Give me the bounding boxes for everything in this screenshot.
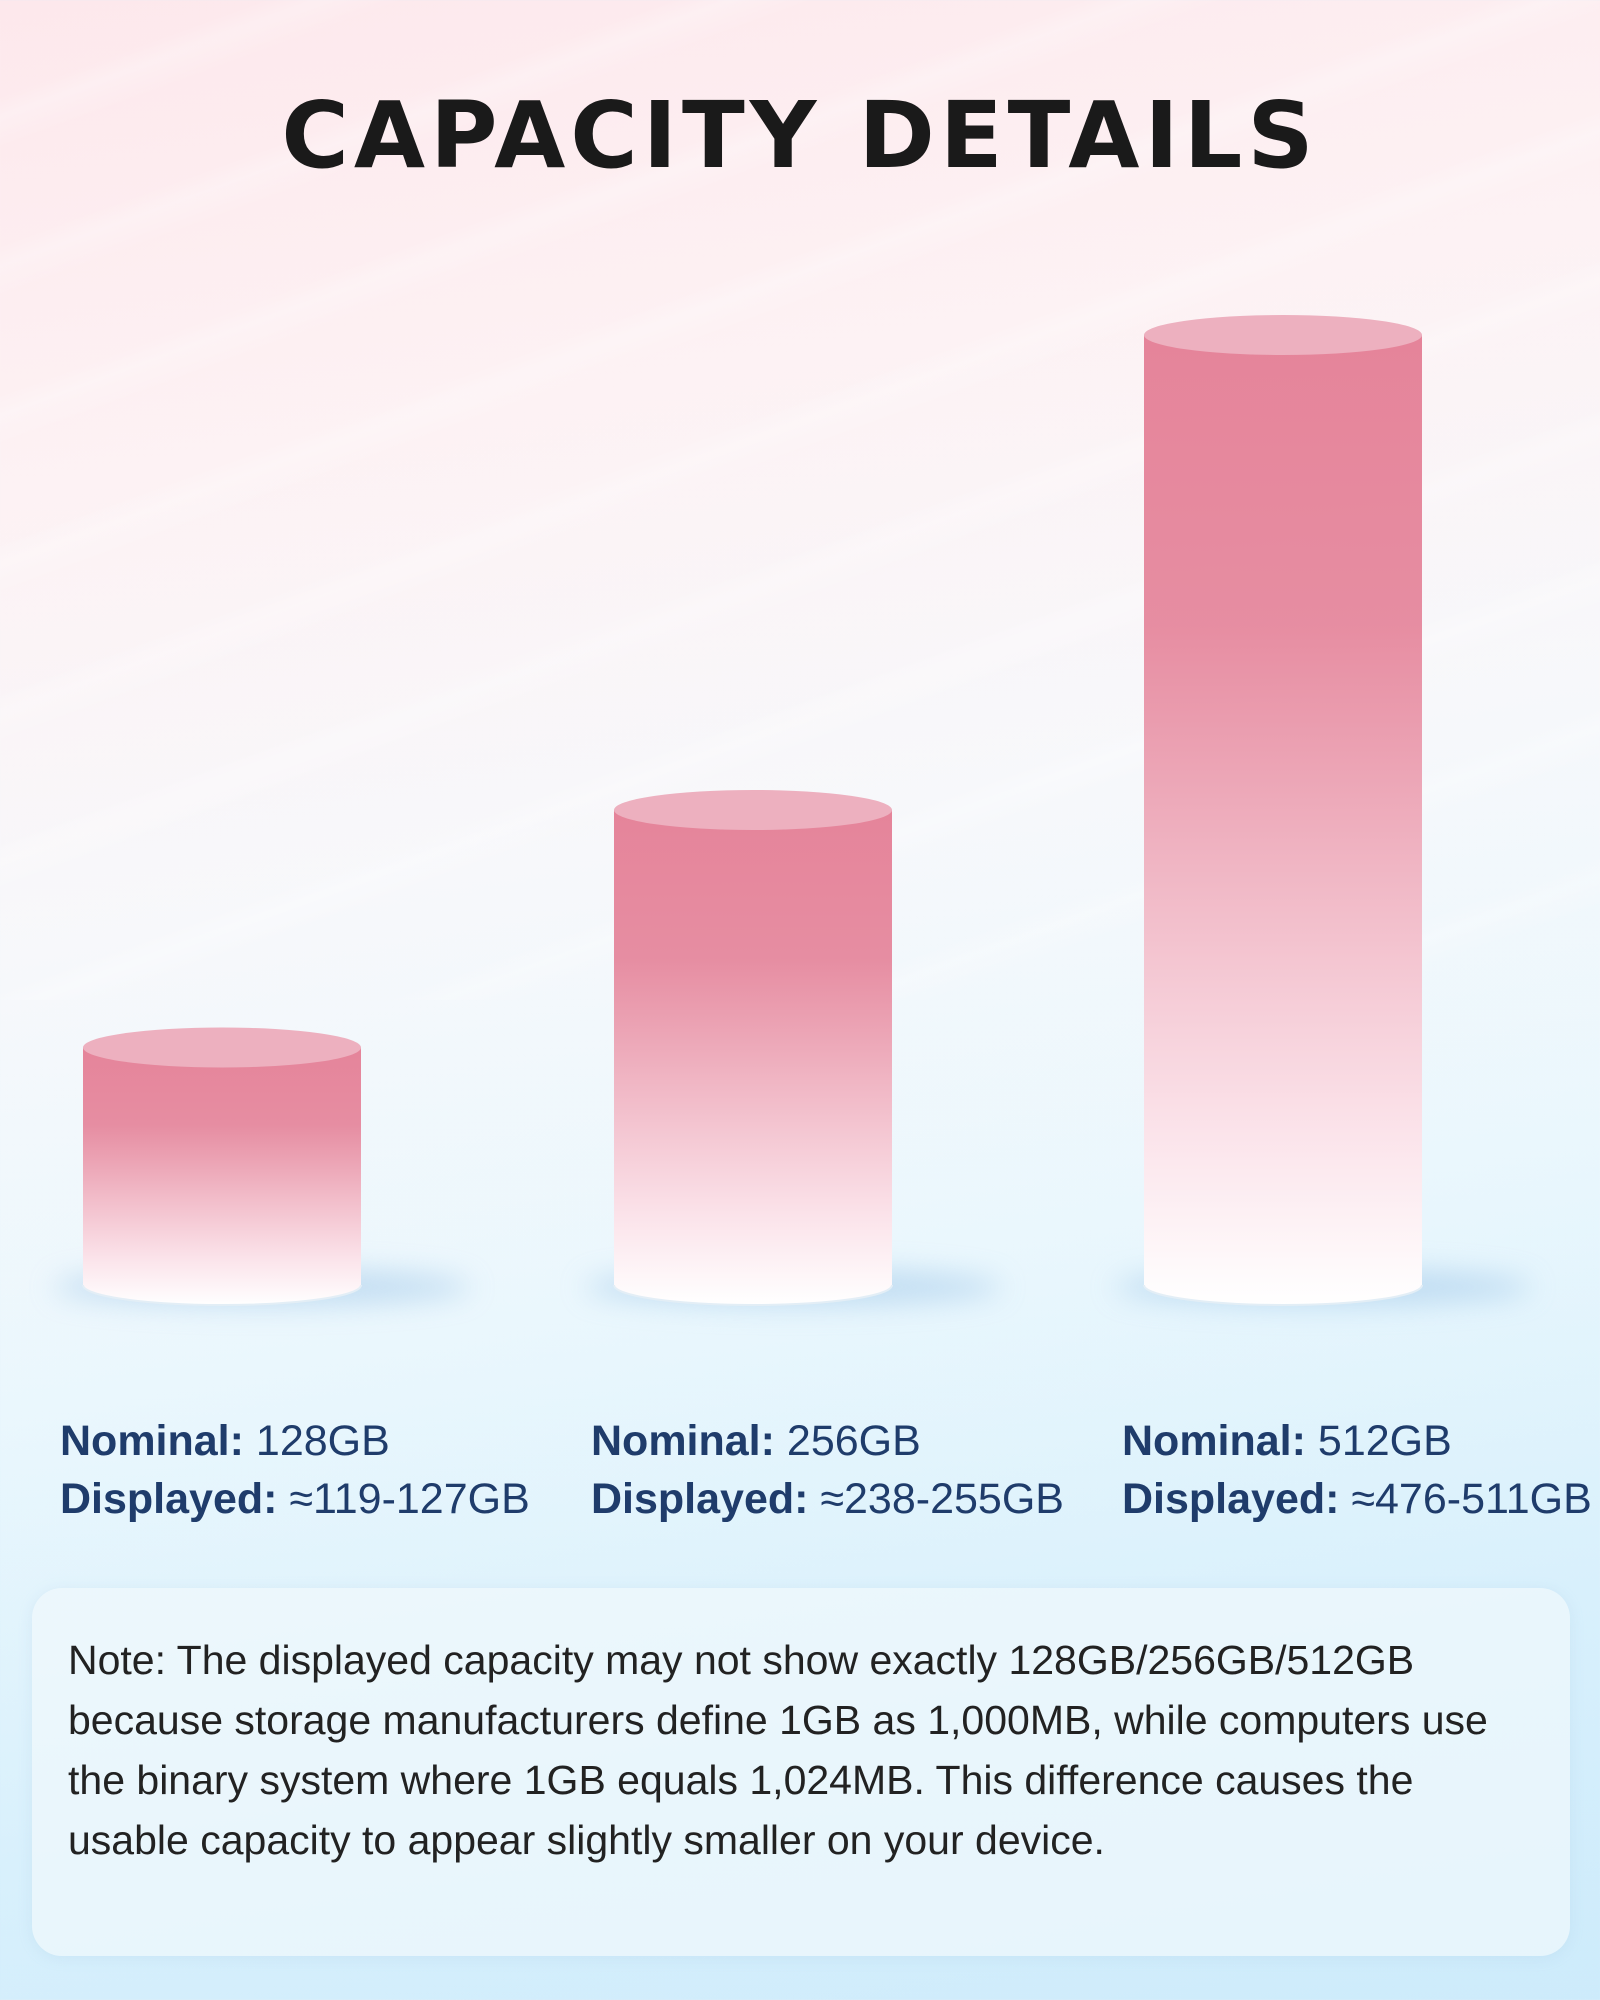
nominal-line: Nominal: 256GB	[591, 1412, 1091, 1470]
displayed-value: ≈476-511GB	[1351, 1475, 1592, 1523]
bar-body	[83, 1047, 361, 1305]
bar-body	[614, 810, 892, 1305]
bar-top-cap	[614, 790, 892, 830]
displayed-line: Displayed: ≈238-255GB	[591, 1470, 1091, 1528]
displayed-label: Displayed:	[591, 1475, 809, 1523]
nominal-label: Nominal:	[60, 1417, 244, 1465]
nominal-label: Nominal:	[591, 1417, 775, 1465]
bar-bottom-rim	[1143, 1284, 1423, 1306]
note-box: Note: The displayed capacity may not sho…	[32, 1588, 1570, 1956]
nominal-value: 512GB	[1317, 1417, 1452, 1465]
displayed-value: ≈238-255GB	[820, 1475, 1064, 1523]
nominal-value: 256GB	[786, 1417, 921, 1465]
bar-512GB	[1114, 315, 1532, 1306]
nominal-label: Nominal:	[1122, 1417, 1306, 1465]
nominal-line: Nominal: 128GB	[60, 1412, 560, 1470]
capacity-label-512: Nominal: 512GB Displayed: ≈476-511GB	[1122, 1412, 1600, 1528]
page-title: CAPACITY DETAILS	[281, 82, 1319, 189]
displayed-line: Displayed: ≈119-127GB	[60, 1470, 560, 1528]
displayed-label: Displayed:	[60, 1475, 278, 1523]
bar-top-cap	[83, 1027, 361, 1068]
bar-bottom-rim	[613, 1284, 893, 1306]
nominal-line: Nominal: 512GB	[1122, 1412, 1600, 1470]
bar-body	[1144, 335, 1422, 1305]
capacity-label-128: Nominal: 128GB Displayed: ≈119-127GB	[60, 1412, 560, 1528]
bar-256GB	[584, 790, 1002, 1306]
note-text: Note: The displayed capacity may not sho…	[68, 1637, 1488, 1863]
bar-top-cap	[1144, 315, 1422, 355]
bar-128GB	[53, 1027, 471, 1306]
bar-bottom-rim	[82, 1284, 362, 1306]
displayed-line: Displayed: ≈476-511GB	[1122, 1470, 1600, 1528]
nominal-value: 128GB	[255, 1417, 390, 1465]
capacity-label-256: Nominal: 256GB Displayed: ≈238-255GB	[591, 1412, 1091, 1528]
capacity-chart	[53, 315, 1532, 1306]
displayed-value: ≈119-127GB	[289, 1475, 530, 1523]
displayed-label: Displayed:	[1122, 1475, 1340, 1523]
